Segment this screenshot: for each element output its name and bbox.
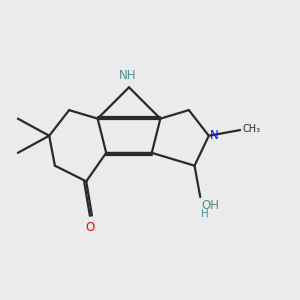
- Text: H: H: [201, 209, 208, 219]
- Text: OH: OH: [202, 199, 220, 212]
- Text: NH: NH: [119, 69, 136, 82]
- Text: O: O: [86, 221, 95, 234]
- Text: CH₃: CH₃: [242, 124, 260, 134]
- Text: N: N: [210, 129, 219, 142]
